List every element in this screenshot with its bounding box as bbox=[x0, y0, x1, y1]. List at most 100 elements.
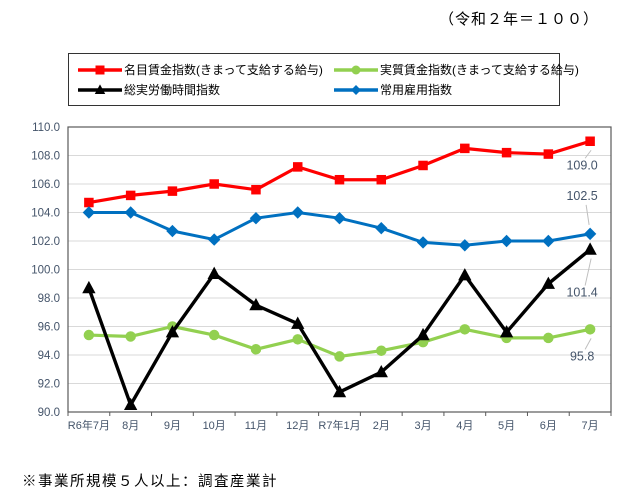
data-labels: 109.0 102.5 101.4 95.8 bbox=[566, 149, 598, 363]
real-wage-index-marker bbox=[334, 351, 345, 362]
y-tick-label: 102.0 bbox=[31, 236, 60, 248]
x-tick-label: 11月 bbox=[245, 420, 267, 432]
x-axis-labels: R6年7月 8月 9月 10月 11月 12月 R7年1月 2月 3月 4月 5月 6月 7月 bbox=[68, 418, 599, 432]
total-hours-index-marker bbox=[207, 266, 221, 279]
x-tick-label: 10月 bbox=[203, 420, 226, 432]
x-axis-ticks bbox=[67, 412, 612, 416]
total-hours-index-marker bbox=[291, 316, 305, 329]
regular-employment-index-marker bbox=[82, 206, 96, 219]
nominal-wage-index-marker bbox=[460, 143, 470, 154]
nominal-wage-index-marker bbox=[501, 147, 512, 158]
leader-line bbox=[585, 204, 590, 225]
x-tick-label: 8月 bbox=[122, 420, 139, 432]
chart-title: （令和２年＝１００） bbox=[438, 11, 599, 28]
legend-label-nominal-wage-index: 名目賃金指数(きまって支給する給与) bbox=[124, 63, 323, 77]
nominal-wage-index-marker bbox=[209, 179, 219, 189]
real-wage-index-marker bbox=[459, 324, 471, 335]
nominal-wage-index-marker bbox=[334, 174, 345, 185]
legend-item-total-hours-index: 総実労働時間指数 bbox=[77, 81, 333, 98]
y-tick-label: 92.0 bbox=[38, 379, 60, 391]
regular-employment-index-marker bbox=[458, 239, 472, 252]
total-hours-index-marker bbox=[123, 397, 138, 411]
y-tick-label: 96.0 bbox=[38, 322, 60, 334]
real-wage-index-legend-marker bbox=[351, 65, 361, 74]
y-axis-labels: 90.0 92.0 94.0 96.0 98.0 100.0 102.0 104.0 106.0… bbox=[31, 122, 60, 419]
x-tick-label: 3月 bbox=[414, 420, 431, 432]
legend-item-real-wage-index: 実質賃金指数(きまって支給する給与) bbox=[333, 61, 579, 78]
real-wage-index-legend-marker-icon bbox=[334, 65, 378, 74]
footnote: ※事業所規模５人以上：調査産業計 bbox=[22, 474, 278, 490]
nominal-wage-index-marker bbox=[585, 136, 595, 146]
x-tick-label: R6年7月 bbox=[68, 418, 110, 432]
x-tick-label: 12月 bbox=[286, 420, 309, 432]
y-tick-label: 94.0 bbox=[38, 350, 60, 362]
y-tick-label: 108.0 bbox=[31, 151, 60, 163]
series-nominal-wage-index bbox=[84, 136, 595, 208]
total-hours-index-marker bbox=[458, 268, 472, 281]
real-wage-index-marker bbox=[125, 331, 136, 342]
regular-employment-index-marker bbox=[375, 221, 388, 235]
legend-label-total-hours-index: 総実労働時間指数 bbox=[124, 83, 221, 97]
x-tick-label: 5月 bbox=[498, 420, 515, 432]
nominal-wage-index-data-label: 109.0 bbox=[566, 158, 597, 172]
x-tick-label: 4月 bbox=[456, 420, 473, 432]
nominal-wage-index-marker bbox=[376, 174, 387, 185]
legend-label-regular-employment-index: 常用雇用指数 bbox=[380, 83, 453, 97]
y-tick-label: 100.0 bbox=[31, 265, 60, 277]
leader-line bbox=[584, 338, 592, 350]
legend-item-nominal-wage-index: 名目賃金指数(きまって支給する給与) bbox=[77, 61, 333, 78]
leader-line bbox=[584, 258, 592, 286]
nominal-wage-index-legend-marker bbox=[95, 65, 105, 74]
nominal-wage-index-line bbox=[87, 139, 592, 205]
y-tick-label: 110.0 bbox=[32, 122, 60, 134]
regular-employment-index-marker bbox=[333, 212, 346, 225]
real-wage-index-marker bbox=[376, 345, 387, 356]
regular-employment-index-marker bbox=[500, 234, 513, 248]
regular-employment-index-legend-marker bbox=[351, 84, 361, 95]
regular-employment-index-legend-marker-icon bbox=[334, 84, 378, 95]
total-hours-index-marker bbox=[374, 364, 388, 378]
gridlines bbox=[68, 155, 611, 384]
total-hours-index-marker bbox=[541, 276, 556, 289]
regular-employment-index-marker bbox=[291, 206, 304, 219]
total-hours-index-marker bbox=[165, 325, 180, 338]
series-total-hours-index bbox=[82, 242, 597, 411]
leader-line bbox=[584, 149, 592, 159]
plot-border bbox=[67, 126, 612, 413]
total-hours-index-legend-marker-icon bbox=[78, 83, 122, 94]
real-wage-index-marker bbox=[584, 324, 596, 335]
real-wage-index-marker bbox=[543, 332, 554, 344]
regular-employment-index-marker bbox=[124, 206, 137, 219]
total-hours-index-marker bbox=[332, 384, 347, 398]
total-hours-index-marker bbox=[82, 280, 96, 294]
series-regular-employment-index bbox=[82, 206, 597, 252]
total-hours-index-legend-marker bbox=[94, 83, 106, 94]
x-tick-label: 6月 bbox=[540, 420, 557, 432]
nominal-wage-index-marker bbox=[167, 186, 178, 196]
legend: 名目賃金指数(きまって支給する給与) 実質賃金指数(きまって支給する給与) 総実労働… bbox=[68, 53, 579, 106]
wage-indices-line-chart: 90.0 92.0 94.0 96.0 98.0 100.0 102.0 104.0 106.0… bbox=[31, 122, 612, 432]
nominal-wage-index-marker bbox=[543, 149, 554, 159]
regular-employment-index-marker bbox=[583, 227, 597, 241]
legend-label-real-wage-index: 実質賃金指数(きまって支給する給与) bbox=[380, 63, 579, 77]
x-tick-label: 2月 bbox=[373, 420, 390, 432]
total-hours-index-marker bbox=[416, 327, 430, 341]
nominal-wage-index-marker bbox=[251, 184, 261, 195]
y-tick-label: 98.0 bbox=[38, 293, 60, 305]
regular-employment-index-marker bbox=[166, 224, 179, 238]
regular-employment-index-marker bbox=[542, 234, 555, 248]
nominal-wage-index-marker bbox=[125, 190, 136, 201]
nominal-wage-index-marker bbox=[418, 160, 428, 171]
nominal-wage-index-marker bbox=[84, 197, 94, 208]
real-wage-index-data-label: 95.8 bbox=[570, 349, 594, 363]
regular-employment-index-data-label: 102.5 bbox=[566, 189, 597, 203]
x-tick-label: 7月 bbox=[582, 420, 599, 432]
nominal-wage-index-legend-marker-icon bbox=[78, 65, 122, 74]
total-hours-index-marker bbox=[499, 325, 514, 338]
regular-employment-index-marker bbox=[416, 236, 430, 249]
total-hours-index-marker bbox=[583, 242, 597, 255]
y-tick-label: 90.0 bbox=[38, 407, 60, 419]
nominal-wage-index-marker bbox=[292, 162, 303, 172]
legend-item-regular-employment-index: 常用雇用指数 bbox=[333, 81, 579, 98]
